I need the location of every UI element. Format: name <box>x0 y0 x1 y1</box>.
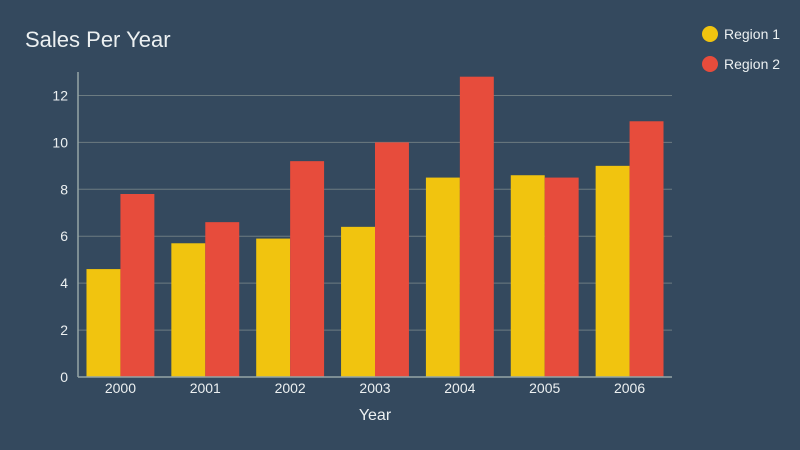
y-tick-label: 4 <box>60 275 68 291</box>
bar-layer <box>86 76 664 378</box>
y-tick-label: 12 <box>52 87 68 103</box>
bar-region-2-2006[interactable] <box>629 121 664 378</box>
x-tick-label: 2006 <box>614 380 645 396</box>
x-tick-label: 2000 <box>105 380 136 396</box>
x-tick-label: 2003 <box>359 380 390 396</box>
bar-region-1-2006[interactable] <box>595 165 630 377</box>
y-tick-label: 8 <box>60 181 68 197</box>
legend-marker <box>702 26 718 42</box>
x-tick-label: 2004 <box>444 380 475 396</box>
bar-region-1-2001[interactable] <box>171 243 206 377</box>
bar-region-1-2002[interactable] <box>256 238 291 377</box>
legend-label: Region 1 <box>724 26 780 42</box>
y-tick-label: 6 <box>60 228 68 244</box>
x-tick-label: 2005 <box>529 380 560 396</box>
y-tick-label: 0 <box>60 369 68 385</box>
bar-region-2-2004[interactable] <box>459 76 494 377</box>
bar-region-2-2002[interactable] <box>290 161 325 377</box>
bar-region-1-2005[interactable] <box>510 175 545 377</box>
x-axis-label: Year <box>359 407 392 424</box>
x-tick-label: 2002 <box>275 380 306 396</box>
legend-marker <box>702 56 718 72</box>
y-tick-label: 10 <box>52 134 68 150</box>
bar-region-1-2003[interactable] <box>341 226 375 377</box>
bar-region-1-2000[interactable] <box>86 269 121 377</box>
bar-region-2-2000[interactable] <box>120 194 155 377</box>
bar-region-2-2003[interactable] <box>375 142 409 377</box>
chart-title: Sales Per Year <box>25 27 171 52</box>
bar-region-2-2005[interactable] <box>544 177 579 377</box>
legend-label: Region 2 <box>724 56 780 72</box>
legend: Region 1 Region 2 <box>702 26 780 72</box>
bar-region-1-2004[interactable] <box>425 177 460 377</box>
y-tick-label: 2 <box>60 322 68 338</box>
x-tick-label: 2001 <box>190 380 221 396</box>
legend-item[interactable]: Region 1 <box>702 26 780 42</box>
axis-layer <box>77 72 672 378</box>
legend-item[interactable]: Region 2 <box>702 56 780 72</box>
bar-region-2-2001[interactable] <box>205 222 240 377</box>
tick-layer: 0 2 4 6 8 10 12 2000 2001 2002 2003 2004 2005 2006 <box>52 87 645 396</box>
